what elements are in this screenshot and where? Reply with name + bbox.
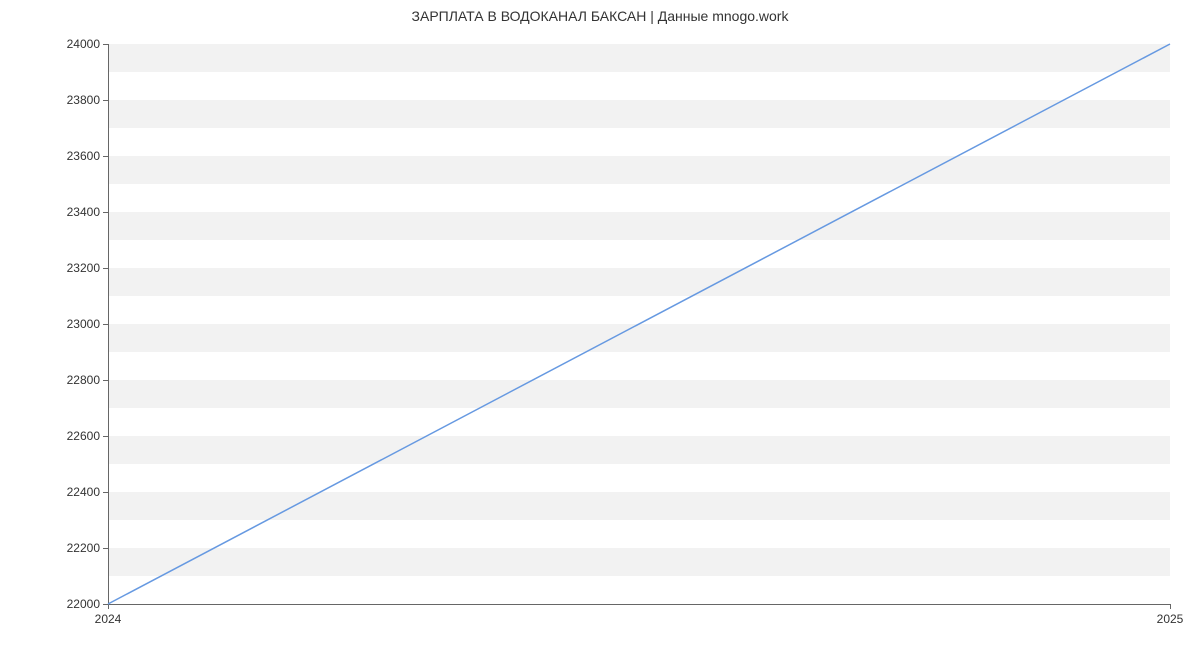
plot-area: 2200022200224002260022800230002320023400… — [108, 44, 1170, 604]
y-tick-label: 23000 — [67, 317, 108, 331]
y-tick-label: 22600 — [67, 429, 108, 443]
y-tick-label: 22400 — [67, 485, 108, 499]
series-layer — [108, 44, 1170, 604]
y-tick-label: 23600 — [67, 149, 108, 163]
y-tick-label: 22200 — [67, 541, 108, 555]
y-tick-label: 23800 — [67, 93, 108, 107]
y-tick-label: 24000 — [67, 37, 108, 51]
chart-title: ЗАРПЛАТА В ВОДОКАНАЛ БАКСАН | Данные mno… — [0, 8, 1200, 24]
series-line-salary — [108, 44, 1170, 604]
y-tick-label: 23200 — [67, 261, 108, 275]
x-tick-label: 2025 — [1157, 604, 1184, 626]
salary-line-chart: ЗАРПЛАТА В ВОДОКАНАЛ БАКСАН | Данные mno… — [0, 0, 1200, 650]
x-axis — [108, 604, 1170, 605]
x-tick-label: 2024 — [95, 604, 122, 626]
y-tick-label: 22800 — [67, 373, 108, 387]
y-tick-label: 23400 — [67, 205, 108, 219]
